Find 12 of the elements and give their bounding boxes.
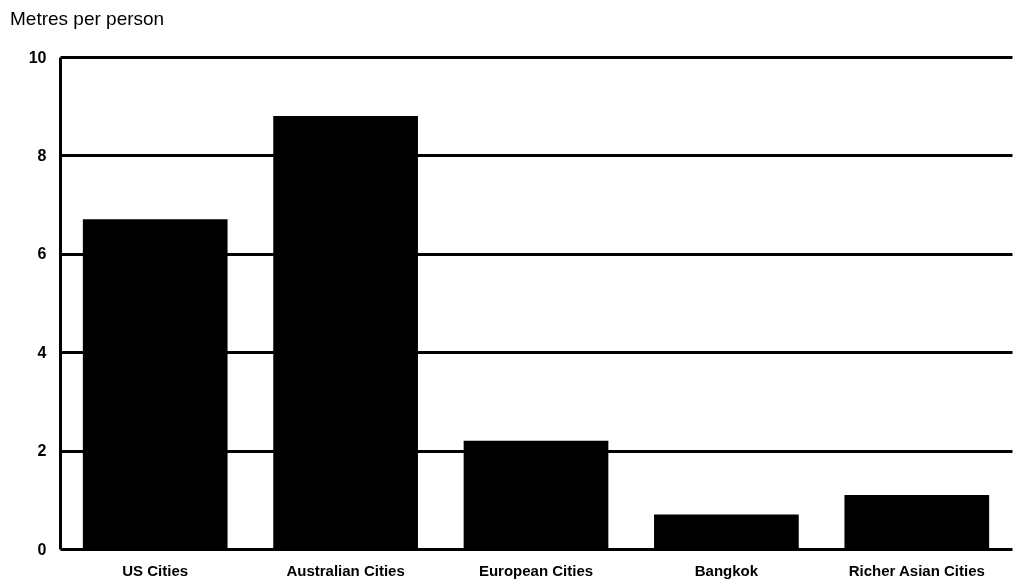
x-tick-label: Bangkok	[694, 561, 759, 579]
y-tick-label: 0	[37, 540, 47, 558]
y-tick-label: 10	[28, 48, 47, 66]
y-tick-label: 8	[37, 146, 47, 164]
x-tick-label: US Cities	[122, 561, 189, 579]
chart-title: Metres per person	[10, 8, 165, 29]
y-tick-label: 6	[37, 245, 47, 263]
x-tick-label: European Cities	[478, 561, 594, 579]
y-tick-label: 2	[37, 442, 47, 460]
x-tick-label: Richer Asian Cities	[848, 561, 985, 579]
x-tick-label: Australian Cities	[286, 561, 405, 579]
y-tick-label: 4	[37, 343, 47, 361]
